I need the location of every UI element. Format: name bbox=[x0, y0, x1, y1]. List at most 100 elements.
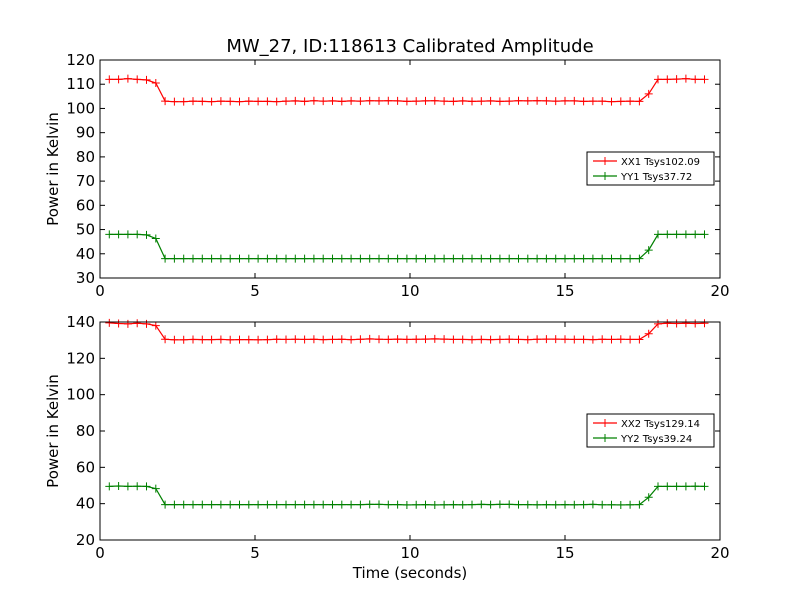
legend-label: XX1 Tsys102.09 bbox=[621, 157, 700, 168]
data-point bbox=[430, 96, 439, 105]
data-point bbox=[216, 500, 225, 509]
data-point bbox=[319, 97, 328, 106]
data-point bbox=[691, 482, 700, 491]
y-tick-label: 90 bbox=[76, 124, 95, 142]
data-point bbox=[654, 230, 662, 239]
data-point bbox=[616, 254, 625, 263]
data-point bbox=[291, 254, 300, 263]
data-point bbox=[672, 230, 681, 239]
data-point bbox=[588, 335, 597, 344]
data-point bbox=[384, 335, 393, 344]
data-point bbox=[393, 96, 402, 105]
data-point bbox=[477, 97, 486, 106]
data-point bbox=[347, 335, 356, 344]
data-point bbox=[114, 319, 123, 328]
data-point bbox=[607, 97, 616, 106]
data-point bbox=[198, 335, 207, 344]
data-point bbox=[254, 335, 263, 344]
data-point bbox=[458, 335, 467, 344]
data-point bbox=[598, 500, 607, 509]
data-point bbox=[189, 97, 197, 106]
data-point bbox=[207, 500, 216, 509]
data-point bbox=[533, 500, 542, 509]
data-point bbox=[700, 230, 709, 239]
data-point bbox=[607, 335, 616, 344]
data-point bbox=[486, 254, 495, 263]
data-point bbox=[533, 96, 542, 105]
data-point bbox=[235, 97, 244, 106]
data-point bbox=[561, 254, 569, 263]
data-point bbox=[663, 482, 672, 491]
data-point bbox=[393, 254, 402, 263]
data-point bbox=[207, 254, 216, 263]
series-0 bbox=[105, 318, 709, 344]
data-point bbox=[616, 97, 625, 106]
data-point bbox=[189, 335, 197, 344]
data-point bbox=[151, 79, 160, 88]
data-point bbox=[542, 500, 551, 509]
data-point bbox=[393, 335, 402, 344]
data-point bbox=[309, 96, 318, 105]
data-point bbox=[272, 97, 281, 106]
data-point bbox=[672, 482, 681, 491]
data-point bbox=[607, 254, 616, 263]
data-point bbox=[356, 500, 365, 509]
data-point bbox=[579, 97, 588, 106]
data-point bbox=[114, 75, 123, 84]
x-tick-label: 5 bbox=[250, 282, 260, 300]
data-point bbox=[421, 254, 430, 263]
data-point bbox=[505, 500, 514, 509]
data-point bbox=[282, 97, 290, 106]
y-tick-label: 80 bbox=[76, 422, 95, 440]
data-point bbox=[458, 500, 467, 509]
data-point bbox=[626, 97, 635, 106]
data-point bbox=[179, 335, 188, 344]
series-0 bbox=[105, 74, 709, 106]
y-tick-label: 100 bbox=[66, 386, 95, 404]
legend: XX1 Tsys102.09 YY1 Tsys37.72 bbox=[586, 151, 715, 186]
legend-label: YY1 Tsys37.72 bbox=[620, 172, 692, 183]
data-point bbox=[300, 97, 309, 106]
data-point bbox=[663, 230, 672, 239]
data-point bbox=[375, 500, 383, 509]
top-panel: 0 5 10 15 20 30 40 50 60 70 80 90 100 110 120 Power in … bbox=[44, 51, 730, 300]
data-point bbox=[337, 254, 346, 263]
data-point bbox=[402, 335, 411, 344]
data-point bbox=[486, 500, 495, 509]
y-tick-label: 120 bbox=[66, 349, 95, 367]
data-point bbox=[356, 254, 365, 263]
data-point bbox=[198, 500, 207, 509]
data-point bbox=[309, 335, 318, 344]
data-point bbox=[328, 335, 337, 344]
data-point bbox=[691, 75, 700, 84]
data-point bbox=[514, 335, 523, 344]
data-point bbox=[365, 500, 374, 509]
data-point bbox=[440, 254, 449, 263]
data-point bbox=[654, 482, 662, 491]
data-point bbox=[430, 254, 439, 263]
data-point bbox=[337, 97, 346, 106]
x-tick-label: 15 bbox=[555, 282, 574, 300]
data-point bbox=[365, 334, 374, 343]
y-tick-label: 70 bbox=[76, 172, 95, 190]
data-point bbox=[635, 500, 644, 509]
data-point bbox=[216, 335, 225, 344]
data-point bbox=[272, 254, 281, 263]
data-point bbox=[598, 254, 607, 263]
data-point bbox=[449, 254, 458, 263]
data-point bbox=[244, 500, 253, 509]
data-point bbox=[356, 97, 365, 106]
chart-title: MW_27, ID:118613 Calibrated Amplitude bbox=[226, 36, 593, 57]
data-point bbox=[161, 254, 170, 263]
data-point bbox=[300, 254, 309, 263]
data-point bbox=[570, 500, 579, 509]
data-point bbox=[458, 96, 467, 105]
data-point bbox=[114, 482, 123, 491]
axes-frame bbox=[99, 321, 721, 541]
x-tick-label: 10 bbox=[400, 544, 419, 562]
data-point bbox=[681, 319, 690, 328]
y-tick-label: 100 bbox=[66, 99, 95, 117]
data-point bbox=[207, 97, 216, 106]
legend-marker bbox=[601, 434, 609, 442]
data-point bbox=[542, 96, 551, 105]
